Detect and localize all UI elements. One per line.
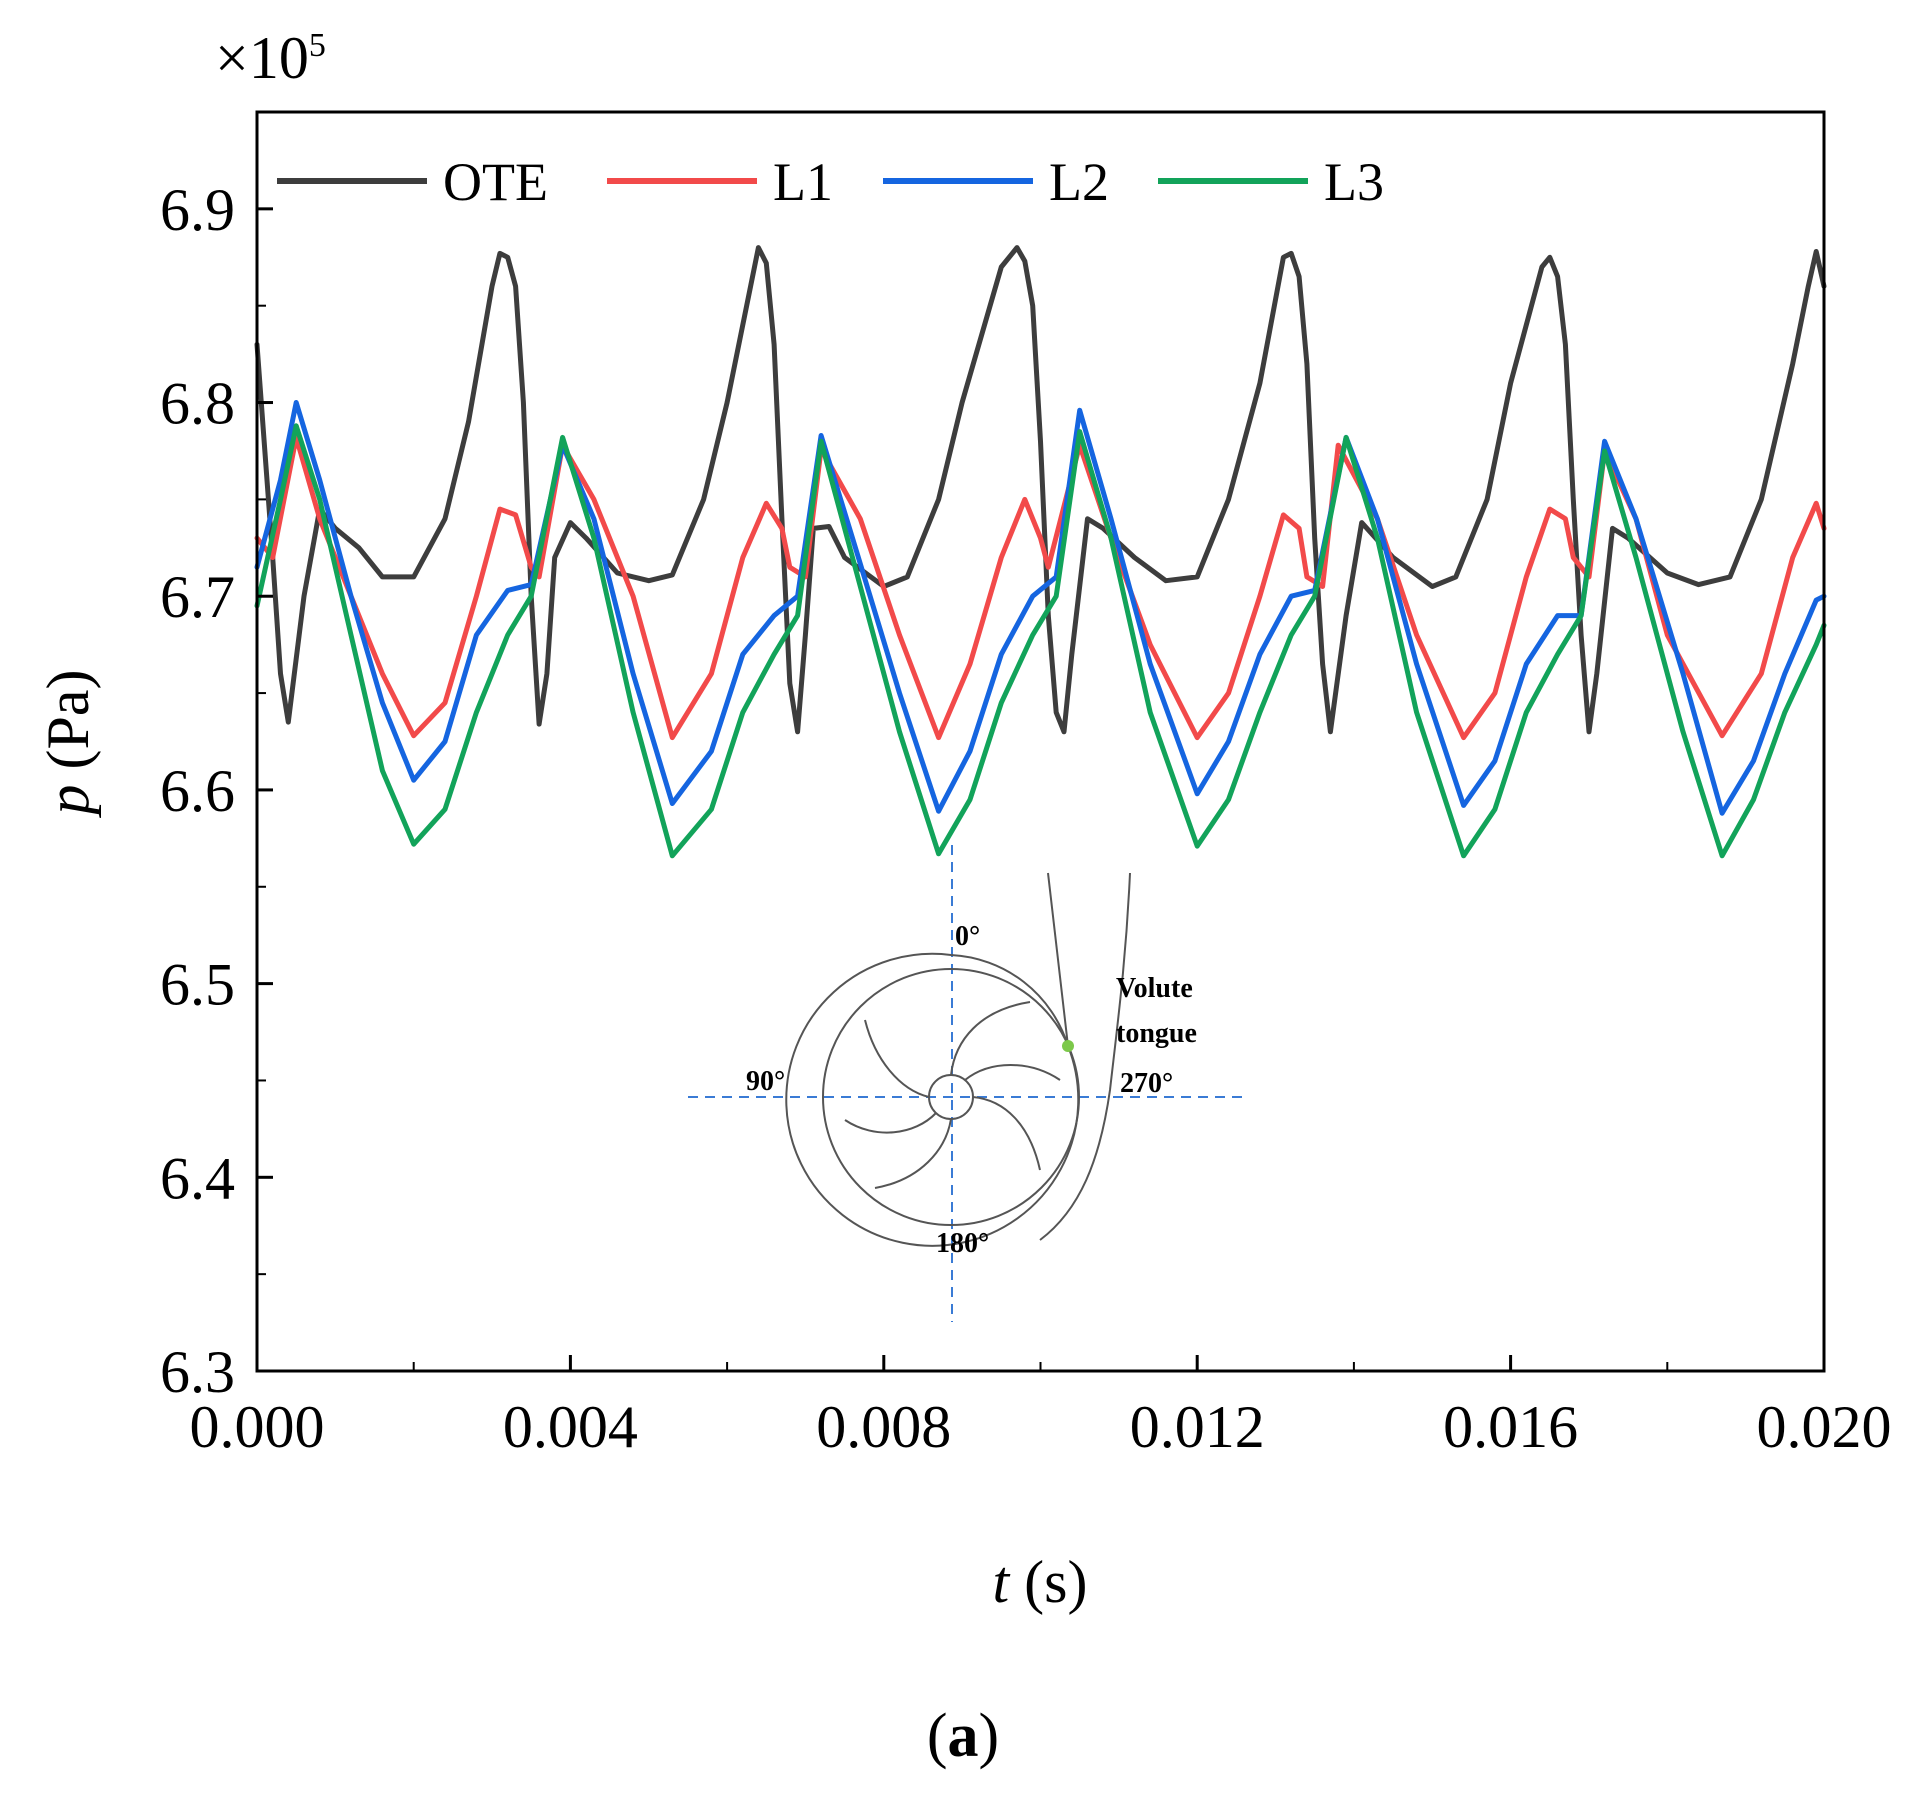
impeller-outer-ring [822,968,1080,1226]
y-axis-variable: p [35,784,101,818]
series-line-l1 [254,434,1827,741]
x-tick-label: 0.000 [190,1394,325,1460]
x-axis-variable: t [993,1549,1011,1615]
legend: OTE L1 L2 L3 [277,152,1384,212]
y-tick-label: 6.3 [160,1339,235,1405]
inset-label-90deg: 90° [746,1066,785,1097]
x-tick-label: 0.004 [503,1394,638,1460]
y-axis-title: p (Pa) [35,670,101,819]
plot-frame [255,110,1826,1373]
impeller-blade [844,1112,937,1134]
figure-caption: (a) [927,1702,999,1770]
inset-label-0deg: 0° [955,921,980,952]
legend-label-l2: L2 [1049,152,1109,212]
y-tick-label: 6.4 [160,1145,235,1211]
impeller-blade [964,1064,1061,1081]
axis-ticks: 0.000 0.004 0.008 0.012 0.016 0.020 6.3 6.4 6.5 6… [160,111,1892,1460]
x-axis-title: t (s) [993,1549,1088,1615]
volute-casing [785,872,1080,1247]
x-tick-label: 0.012 [1130,1394,1265,1460]
x-axis-unit: (s) [1009,1549,1087,1615]
impeller-blade [864,1019,930,1098]
legend-label-l1: L1 [773,152,833,212]
y-scale-base: ×10 [215,25,309,91]
inset-label-180deg: 180° [936,1228,989,1259]
caption-close-paren: ) [979,1702,1000,1770]
caption-open-paren: ( [927,1702,948,1770]
y-tick-label: 6.7 [160,564,235,630]
volute-outlet-wall [1039,872,1131,1241]
x-tick-label: 0.008 [816,1394,951,1460]
plot-area [254,245,1827,859]
inset-label-tongue: tongue [1116,1018,1197,1049]
x-tick-label: 0.016 [1443,1394,1578,1460]
y-tick-label: 6.9 [160,177,235,243]
y-scale-exponent: 5 [309,27,326,64]
caption-letter: a [948,1702,979,1770]
x-tick-label: 0.020 [1757,1394,1892,1460]
inset-label-270deg: 270° [1120,1068,1173,1099]
impeller-blade [874,1118,952,1189]
y-scale-multiplier: ×105 [215,25,326,91]
inset-volute-schematic: 0° 90° 180° 270° Volute tongue [688,845,1245,1322]
inset-label-volute: Volute [1116,973,1193,1004]
y-tick-label: 6.8 [160,371,235,437]
y-tick-label: 6.6 [160,758,235,824]
series-line-l2 [254,400,1827,816]
impeller-blade [950,1001,1031,1076]
volute-tongue-marker [1062,1040,1074,1052]
series-line-ote [254,245,1827,735]
y-tick-label: 6.5 [160,952,235,1018]
series-line-l3 [254,423,1827,859]
y-axis-unit: (Pa) [35,670,101,785]
impeller-blades [844,1001,1061,1189]
legend-label-ote: OTE [443,152,548,212]
legend-label-l3: L3 [1324,152,1384,212]
impeller-blade [972,1096,1041,1171]
